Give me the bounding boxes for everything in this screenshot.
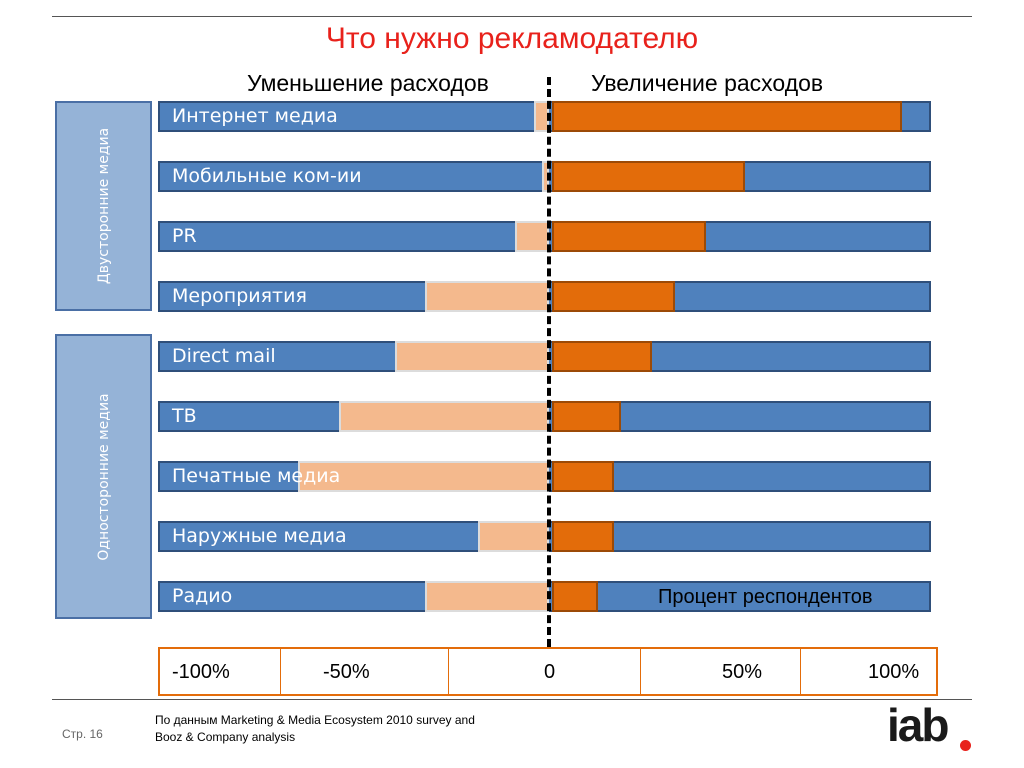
tick-label: -50% — [323, 661, 370, 683]
bar-increase — [552, 341, 653, 372]
group-label-one-way: Односторонние медиа — [95, 392, 112, 561]
bar-decrease — [395, 341, 549, 372]
bar-decrease — [515, 221, 549, 252]
axis-scale-box — [158, 647, 938, 696]
bar-increase — [552, 461, 614, 492]
category-label: ТВ — [172, 405, 197, 427]
bar-decrease — [339, 401, 549, 432]
page-number: Стр. 16 — [62, 727, 103, 741]
axis-divider — [800, 649, 801, 694]
header-decrease: Уменьшение расходов — [247, 70, 489, 96]
source-line: По данным Marketing & Media Ecosystem 20… — [155, 713, 475, 727]
group-one-way-media: Односторонние медиа — [55, 334, 152, 619]
iab-logo: iab — [887, 699, 949, 751]
respondents-label: Процент респондентов — [658, 586, 873, 608]
axis-divider — [280, 649, 281, 694]
zero-axis-line — [547, 77, 551, 647]
category-label: Мобильные ком-ии — [172, 165, 362, 187]
header-increase: Увеличение расходов — [591, 70, 824, 96]
tick-label: 0 — [544, 661, 556, 683]
category-label: Мероприятия — [172, 285, 307, 307]
bar-increase — [552, 581, 599, 612]
bottom-rule — [52, 699, 972, 700]
axis-divider — [640, 649, 641, 694]
category-label: Интернет медиа — [172, 105, 338, 127]
bar-increase — [552, 401, 622, 432]
bar-decrease — [425, 281, 549, 312]
bar-increase — [552, 521, 614, 552]
logo-dot — [960, 740, 971, 751]
bar-increase — [552, 221, 706, 252]
bar-decrease — [425, 581, 549, 612]
source-line: Booz & Company analysis — [155, 730, 296, 744]
slide-title: Что нужно рекламодателю — [325, 22, 699, 55]
bar-increase — [552, 161, 745, 192]
category-label: PR — [172, 225, 197, 247]
category-label: Печатные медиа — [172, 465, 341, 487]
axis-divider — [448, 649, 449, 694]
bar-decrease — [477, 521, 549, 552]
tick-label: 100% — [868, 661, 920, 683]
bar-increase — [552, 281, 676, 312]
category-label: Наружные медиа — [172, 525, 347, 547]
source-note: По данным Marketing & Media Ecosystem 20… — [155, 712, 475, 746]
group-two-way-media: Двусторонние медиа — [55, 101, 152, 311]
group-label-two-way: Двусторонние медиа — [95, 127, 112, 285]
bar-increase — [552, 101, 903, 132]
tick-label: -100% — [172, 661, 230, 683]
category-label: Радио — [172, 585, 233, 607]
top-rule — [52, 16, 972, 17]
category-label: Direct mail — [172, 345, 276, 367]
tick-label: 50% — [722, 661, 763, 683]
